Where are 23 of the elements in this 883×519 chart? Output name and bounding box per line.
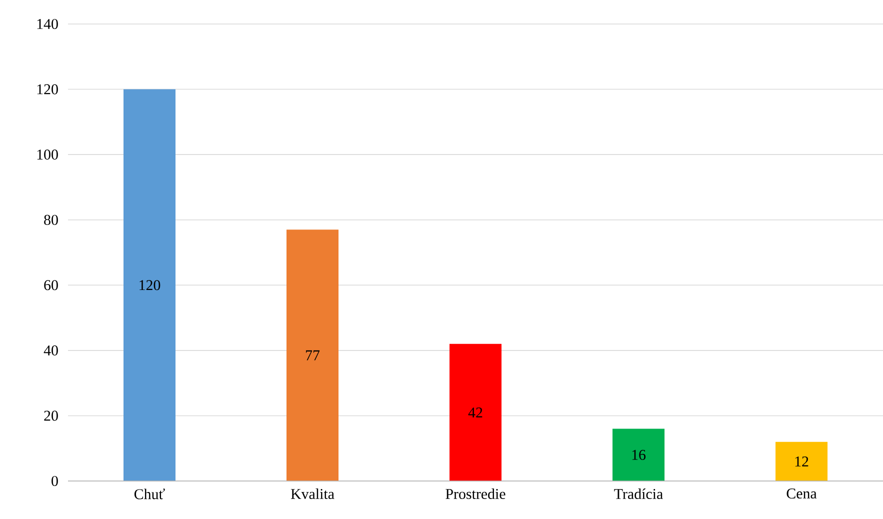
bar: [776, 442, 828, 481]
x-tick-label: Chuť: [134, 488, 165, 500]
x-tick-label: Kvalita: [290, 488, 334, 500]
y-tick-label: 120: [37, 84, 58, 94]
y-tick-label: 40: [44, 345, 58, 356]
x-tick-label: Cena: [786, 488, 817, 499]
data-label: 77: [306, 350, 320, 360]
y-tick-label: 20: [44, 410, 58, 421]
x-tick-label: Prostredie: [446, 488, 506, 500]
bar: [450, 344, 502, 481]
y-tick-label: 80: [44, 214, 58, 225]
y-tick-label: 140: [37, 18, 58, 30]
data-label: 120: [140, 280, 160, 290]
data-label: 12: [795, 456, 808, 466]
y-tick-label: 0: [52, 476, 58, 486]
y-tick-label: 60: [44, 280, 58, 290]
bar: [612, 428, 665, 481]
x-tick-label: Tradícia: [614, 488, 663, 500]
bar: [286, 230, 339, 481]
y-tick-label: 100: [37, 150, 58, 160]
bar: [124, 89, 176, 481]
data-label: 42: [468, 408, 482, 418]
data-label: 16: [632, 450, 646, 460]
